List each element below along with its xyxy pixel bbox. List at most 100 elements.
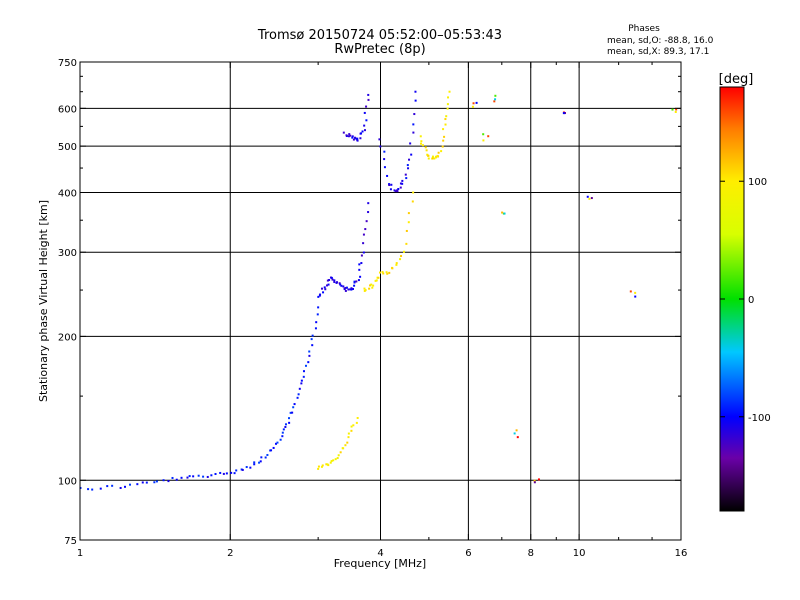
data-point <box>359 275 362 278</box>
series-scattered-echoes <box>471 94 678 484</box>
data-point <box>325 463 328 466</box>
data-point <box>513 432 516 435</box>
data-point <box>396 189 399 192</box>
data-point <box>401 179 404 182</box>
x-axis-label: Frequency [MHz] <box>334 557 426 570</box>
data-point <box>253 461 256 464</box>
data-point <box>253 463 256 466</box>
data-point <box>448 90 451 93</box>
data-point <box>320 465 323 468</box>
data-point <box>141 481 144 484</box>
data-point <box>124 485 127 488</box>
data-point <box>332 459 335 462</box>
data-point <box>360 262 363 265</box>
data-point <box>405 177 408 180</box>
y-tick-label: 300 <box>58 248 77 259</box>
data-point <box>342 285 345 288</box>
chart-subtitle: RwPretec (8p) <box>334 42 425 57</box>
data-point <box>348 133 351 136</box>
data-point <box>412 191 415 194</box>
data-point <box>240 468 243 471</box>
data-point <box>344 289 347 292</box>
data-point <box>298 387 301 390</box>
data-point <box>590 197 593 200</box>
data-point <box>358 263 361 266</box>
data-point <box>357 279 360 282</box>
data-point <box>369 284 372 287</box>
data-point <box>400 255 403 258</box>
data-point <box>386 272 389 275</box>
data-point <box>362 233 365 236</box>
data-point <box>230 471 233 474</box>
data-point <box>383 150 386 153</box>
y-tick-label: 400 <box>58 188 77 199</box>
data-point <box>634 295 637 298</box>
data-point <box>389 188 392 191</box>
data-point <box>352 288 355 291</box>
data-point <box>87 488 90 491</box>
data-point <box>276 441 279 444</box>
data-point <box>202 475 205 478</box>
data-point <box>249 466 252 469</box>
data-point <box>406 164 409 167</box>
data-point <box>319 293 322 296</box>
data-point <box>300 382 303 385</box>
data-point <box>351 136 354 139</box>
data-point <box>210 474 213 477</box>
data-point <box>316 313 319 316</box>
data-point <box>427 157 430 160</box>
data-point <box>320 287 323 290</box>
data-point <box>365 220 368 223</box>
data-point <box>353 284 356 287</box>
data-point <box>323 286 326 289</box>
data-point <box>363 129 366 132</box>
y-tick-label: 750 <box>58 58 77 69</box>
data-point <box>382 272 385 275</box>
data-point <box>322 291 325 294</box>
series-f2-high-branch-o-mode- <box>378 90 417 193</box>
data-point <box>330 460 333 463</box>
data-point <box>383 166 386 169</box>
data-point <box>354 136 357 139</box>
data-point <box>119 486 122 489</box>
data-point <box>162 479 165 482</box>
data-point <box>363 287 366 290</box>
data-point <box>472 102 475 105</box>
data-point <box>300 379 303 382</box>
data-point <box>421 144 424 147</box>
data-point <box>351 135 354 138</box>
data-point <box>275 442 278 445</box>
data-point <box>317 465 320 468</box>
data-point <box>493 100 496 103</box>
data-point <box>346 441 349 444</box>
data-point <box>318 294 321 297</box>
data-point <box>503 212 506 215</box>
data-point <box>414 90 417 93</box>
data-point <box>347 436 350 439</box>
data-point <box>394 190 397 193</box>
series-low-x-trace <box>317 416 359 470</box>
data-point <box>307 361 310 364</box>
data-point <box>399 258 402 261</box>
data-point <box>395 263 398 266</box>
data-point <box>399 182 402 185</box>
data-point <box>562 112 565 115</box>
data-point <box>364 228 367 231</box>
series-f2-cusp-o-mode- <box>317 202 370 298</box>
y-tick-label: 75 <box>64 536 77 547</box>
data-point <box>440 150 443 153</box>
data-point <box>402 250 405 253</box>
data-point <box>515 429 518 432</box>
data-point <box>326 463 329 466</box>
data-point <box>91 488 94 491</box>
data-point <box>537 478 540 481</box>
data-point <box>364 289 367 292</box>
data-point <box>281 431 284 434</box>
x-tick-label: 4 <box>377 548 383 559</box>
data-point <box>222 472 225 475</box>
data-point <box>347 135 350 138</box>
data-point <box>471 105 474 108</box>
data-point <box>333 279 336 282</box>
data-point <box>167 480 170 483</box>
